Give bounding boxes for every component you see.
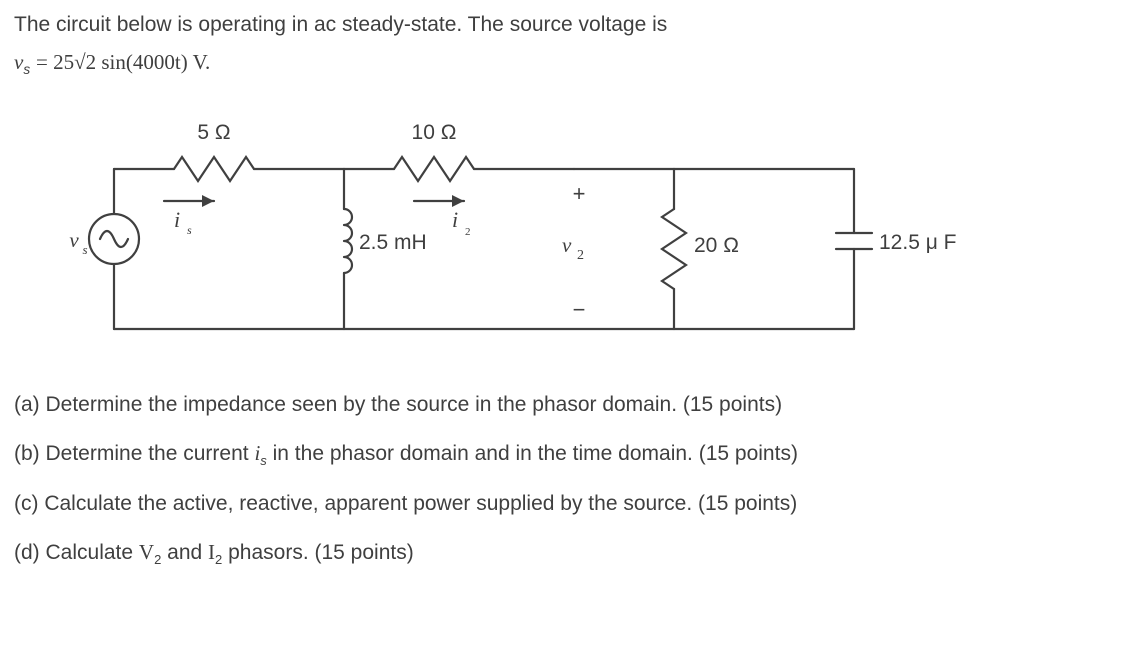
vs-label-sub: s — [82, 242, 87, 257]
question-b: (b) Determine the current is in the phas… — [14, 437, 1112, 471]
vs-sub: s — [23, 62, 30, 77]
v2-label-sub: 2 — [577, 248, 584, 263]
question-b-post: in the phasor domain and in the time dom… — [267, 442, 798, 465]
question-b-pre: (b) Determine the current — [14, 442, 254, 465]
question-d-post: phasors. (15 points) — [222, 541, 413, 564]
is-label-sub: s — [187, 223, 192, 237]
i2-label-sub: 2 — [465, 226, 471, 238]
v2-label-v: v — [562, 233, 572, 257]
circuit-svg: 5 Ω 10 Ω 2.5 mH 20 Ω — [14, 99, 974, 369]
question-d-mid: and — [161, 541, 208, 564]
circuit-diagram: 5 Ω 10 Ω 2.5 mH 20 Ω — [14, 99, 1112, 369]
question-a: (a) Determine the impedance seen by the … — [14, 389, 1112, 422]
r2-label: 10 Ω — [412, 121, 457, 144]
source-equation: vs = 25√2 sin(4000t) V. — [14, 46, 1112, 81]
vs-rhs: = 25√2 sin(4000t) V. — [36, 50, 210, 74]
problem-intro: The circuit below is operating in ac ste… — [14, 8, 1112, 42]
is-label: i — [174, 207, 180, 232]
question-d-v: V — [139, 540, 154, 564]
inductor-label: 2.5 mH — [359, 231, 427, 254]
r1-label: 5 Ω — [197, 121, 230, 144]
question-d-pre: (d) Calculate — [14, 541, 139, 564]
v2-plus: + — [573, 181, 586, 206]
vs-var: v — [14, 50, 23, 74]
i2-label: i — [452, 207, 458, 232]
vs-label: v — [69, 228, 79, 252]
capacitor-label: 12.5 μ F — [879, 231, 956, 254]
v2-minus: − — [573, 297, 586, 322]
question-d-i: I — [208, 540, 215, 564]
question-d: (d) Calculate V2 and I2 phasors. (15 poi… — [14, 536, 1112, 570]
question-c: (c) Calculate the active, reactive, appa… — [14, 488, 1112, 521]
r3-label: 20 Ω — [694, 234, 739, 257]
